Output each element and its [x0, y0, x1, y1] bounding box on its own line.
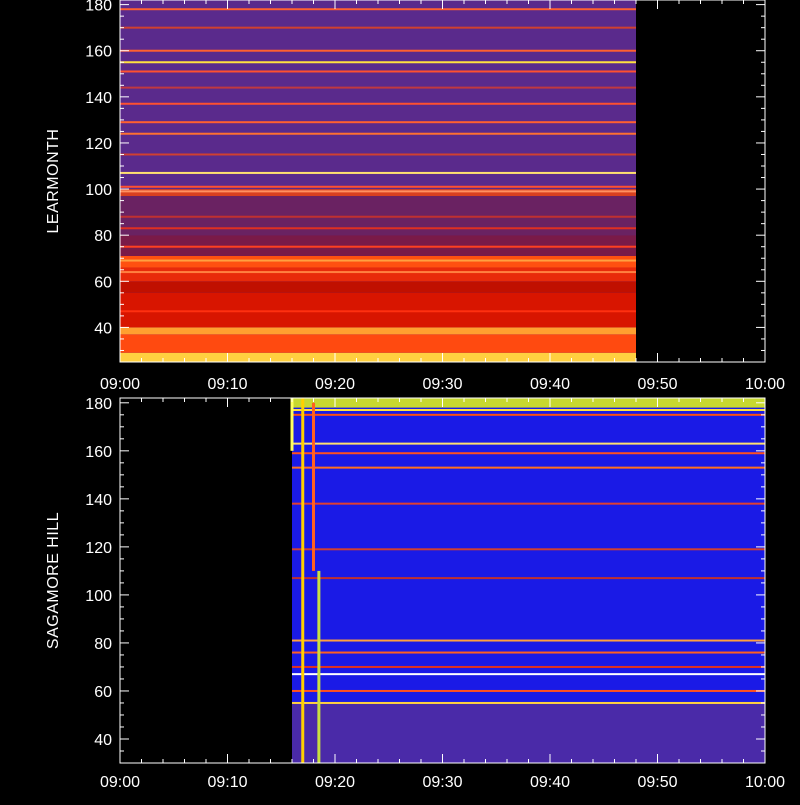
y-tick-label: 80: [94, 636, 112, 653]
frequency-band: [120, 352, 636, 362]
frequency-band: [292, 702, 765, 763]
emission-line: [292, 577, 765, 580]
plot-area: [290, 398, 765, 763]
emission-line: [292, 689, 765, 692]
emission-line: [120, 102, 636, 105]
y-tick-label: 180: [85, 0, 112, 15]
x-tick-label: 10:00: [745, 376, 785, 393]
emission-line: [120, 26, 636, 29]
burst-marker: [312, 402, 315, 571]
frequency-band: [120, 195, 636, 236]
emission-line: [120, 190, 636, 193]
x-tick-label: 09:50: [637, 376, 677, 393]
emission-line: [120, 171, 636, 174]
x-tick-label: 09:10: [207, 774, 247, 791]
burst-marker: [301, 398, 305, 763]
emission-line: [292, 466, 765, 469]
emission-line: [120, 86, 636, 89]
x-tick-label: 09:40: [530, 774, 570, 791]
x-tick-label: 09:20: [315, 774, 355, 791]
emission-line: [292, 651, 765, 654]
frequency-band: [120, 292, 636, 328]
x-tick-label: 09:30: [422, 376, 462, 393]
burst-marker: [290, 398, 294, 451]
x-tick-label: 09:40: [530, 376, 570, 393]
emission-line: [120, 61, 636, 64]
emission-line: [292, 409, 765, 412]
emission-line: [120, 49, 636, 52]
y-tick-label: 40: [94, 732, 112, 749]
emission-line: [120, 227, 636, 230]
y-tick-label: 160: [85, 44, 112, 61]
y-tick-label: 60: [94, 274, 112, 291]
x-tick-label: 09:50: [637, 774, 677, 791]
x-tick-label: 09:00: [100, 774, 140, 791]
panel-2: 09:00 09:10 09:20 09:30 09:40 09:50 10:00 40 60 8…: [45, 396, 785, 791]
emission-line: [292, 413, 765, 416]
frequency-band: [120, 267, 636, 282]
frequency-band: [120, 255, 636, 268]
y-tick-label: 100: [85, 182, 112, 199]
y-tick-label: 60: [94, 684, 112, 701]
emission-line: [292, 452, 765, 455]
y-tick-label: 120: [85, 136, 112, 153]
y-tick-label: 100: [85, 588, 112, 605]
frequency-band: [120, 0, 636, 190]
x-tick-label: 09:20: [315, 376, 355, 393]
frequency-band: [120, 334, 636, 353]
y-tick-label: 140: [85, 90, 112, 107]
emission-line: [120, 153, 636, 156]
emission-line: [292, 639, 765, 642]
y-tick-label: 160: [85, 444, 112, 461]
frequency-band: [120, 281, 636, 293]
x-tick-label: 09:00: [100, 376, 140, 393]
y-tick-label: 80: [94, 228, 112, 245]
y-tick-label: 40: [94, 320, 112, 337]
burst-marker: [317, 570, 321, 763]
frequency-band: [120, 235, 636, 256]
frequency-band: [120, 327, 636, 335]
y-axis-label: SAGAMORE HILL: [45, 512, 62, 649]
emission-line: [292, 701, 765, 704]
x-tick-label: 09:10: [207, 376, 247, 393]
emission-line: [120, 132, 636, 135]
emission-line: [292, 665, 765, 668]
y-tick-label: 120: [85, 540, 112, 557]
panel-1: 09:00 09:10 09:20 09:30 09:40 09:50 10:00 40 60 8…: [45, 0, 785, 393]
emission-line: [120, 215, 636, 218]
frequency-band: [292, 398, 765, 408]
emission-line: [120, 8, 636, 11]
emission-line: [120, 185, 636, 188]
y-axis-label: LEARMONTH: [45, 129, 62, 234]
x-tick-label: 10:00: [745, 774, 785, 791]
frequency-band: [120, 189, 636, 196]
y-tick-label: 140: [85, 492, 112, 509]
emission-line: [120, 245, 636, 248]
x-tick-label: 09:30: [422, 774, 462, 791]
y-tick-label: 180: [85, 396, 112, 413]
emission-line: [120, 259, 636, 262]
emission-line: [120, 271, 636, 274]
emission-line: [120, 310, 636, 313]
emission-line: [292, 502, 765, 505]
emission-line: [292, 673, 765, 676]
emission-line: [292, 548, 765, 551]
plot-area: [120, 0, 636, 362]
emission-line: [120, 121, 636, 124]
emission-line: [292, 442, 765, 445]
emission-line: [120, 70, 636, 73]
